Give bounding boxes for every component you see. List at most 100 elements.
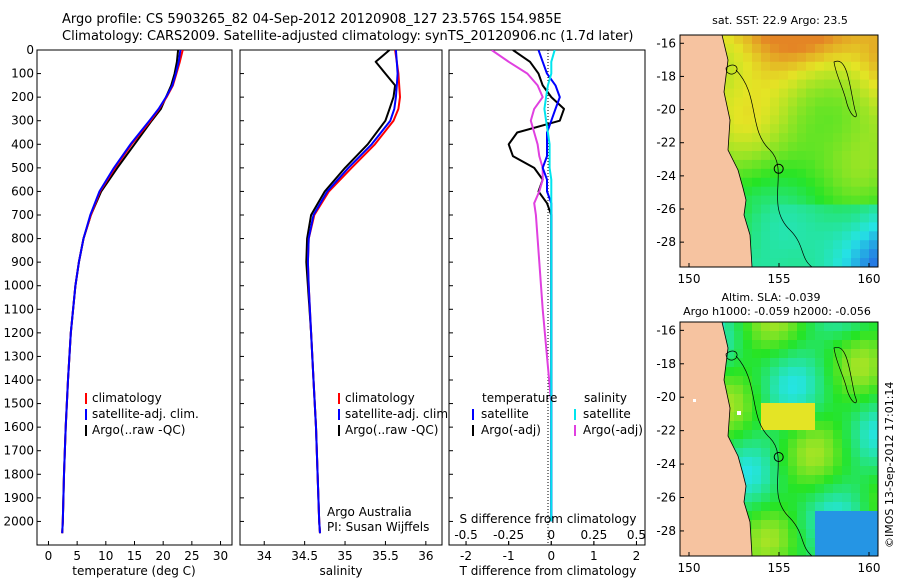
map-cell bbox=[833, 240, 843, 250]
map-cell bbox=[833, 177, 843, 188]
map-cell bbox=[869, 466, 878, 476]
sla-lat-axis: -16 -18 -20 -22 -24 -26 -28 bbox=[656, 323, 684, 538]
map-cell bbox=[815, 124, 825, 134]
map-cell bbox=[743, 159, 753, 170]
map-cell bbox=[806, 331, 816, 341]
map-cell bbox=[761, 70, 771, 81]
map-cell bbox=[779, 142, 789, 152]
map-cell bbox=[788, 168, 798, 179]
map-cell bbox=[860, 142, 870, 152]
map-cell bbox=[761, 412, 771, 422]
map-cell bbox=[779, 412, 789, 422]
map-cell bbox=[770, 412, 780, 422]
map-cell bbox=[770, 385, 780, 395]
map-cell bbox=[824, 151, 834, 161]
map-cell bbox=[833, 421, 843, 431]
lon-tick-label: 150 bbox=[678, 561, 701, 575]
map-cell bbox=[788, 520, 798, 530]
map-cell bbox=[761, 466, 771, 476]
map-cell bbox=[842, 511, 852, 521]
map-cell bbox=[860, 502, 870, 512]
map-cell bbox=[824, 340, 834, 350]
map-cell bbox=[815, 529, 825, 539]
map-cell bbox=[761, 448, 771, 458]
map-cell bbox=[851, 376, 861, 386]
map-cell bbox=[779, 159, 789, 170]
map-cell bbox=[779, 88, 789, 99]
map-cell bbox=[860, 394, 870, 404]
map-cell bbox=[779, 385, 789, 395]
map-cell bbox=[851, 412, 861, 422]
map-cell bbox=[833, 35, 843, 45]
map-cell bbox=[725, 35, 735, 45]
map-cell bbox=[815, 70, 825, 81]
map-cell bbox=[788, 258, 798, 267]
map-cell bbox=[788, 412, 798, 422]
map-cell bbox=[815, 403, 825, 413]
map-cell bbox=[734, 124, 744, 134]
map-cell bbox=[806, 439, 816, 449]
map-cell bbox=[743, 448, 753, 458]
map-cell bbox=[806, 394, 816, 404]
map-cell bbox=[797, 457, 807, 467]
map-cell bbox=[797, 133, 807, 143]
map-cell bbox=[869, 258, 878, 267]
map-cell bbox=[743, 213, 753, 223]
map-cell bbox=[824, 70, 834, 81]
map-cell bbox=[779, 349, 789, 359]
map-cell bbox=[833, 195, 843, 206]
map-cell bbox=[806, 115, 816, 125]
map-cell bbox=[833, 231, 843, 241]
map-cell bbox=[815, 538, 825, 548]
map-cell bbox=[815, 493, 825, 503]
map-cell bbox=[851, 142, 861, 152]
map-cell bbox=[734, 142, 744, 152]
map-cell bbox=[842, 168, 852, 179]
map-cell bbox=[797, 340, 807, 350]
map-cell bbox=[788, 43, 798, 54]
map-cell bbox=[869, 439, 878, 449]
map-cell bbox=[833, 61, 843, 72]
map-cell bbox=[842, 439, 852, 449]
map-cell bbox=[833, 151, 843, 161]
map-cell bbox=[833, 511, 843, 521]
map-cell bbox=[860, 70, 870, 81]
map-cell bbox=[743, 403, 753, 413]
map-cell bbox=[761, 195, 771, 206]
series-salinity-satellite bbox=[543, 50, 556, 522]
map-cell bbox=[770, 484, 780, 494]
map-cell bbox=[842, 457, 852, 467]
map-cell bbox=[752, 186, 762, 197]
map-cell bbox=[860, 106, 870, 116]
map-cell bbox=[761, 502, 771, 512]
map-cell bbox=[752, 511, 762, 521]
map-cell bbox=[833, 385, 843, 395]
map-cell bbox=[761, 115, 771, 125]
map-cell bbox=[860, 421, 870, 431]
map-cell bbox=[860, 52, 870, 63]
map-cell bbox=[779, 538, 789, 548]
map-cell bbox=[779, 61, 789, 72]
map-cell bbox=[797, 70, 807, 81]
map-cell bbox=[869, 222, 878, 232]
map-cell bbox=[734, 133, 744, 143]
map-cell bbox=[815, 331, 825, 341]
map-cell bbox=[842, 249, 852, 259]
map-cell bbox=[833, 457, 843, 467]
map-cell bbox=[725, 88, 735, 99]
difference-s-tick-label: -0.5 bbox=[454, 528, 477, 542]
map-cell bbox=[788, 159, 798, 170]
map-cell bbox=[860, 322, 870, 332]
map-cell bbox=[797, 529, 807, 539]
map-cell bbox=[842, 88, 852, 99]
map-cell bbox=[860, 457, 870, 467]
map-cell bbox=[770, 151, 780, 161]
map-cell bbox=[761, 258, 771, 267]
map-cell bbox=[869, 70, 878, 81]
map-cell bbox=[842, 177, 852, 188]
map-cell bbox=[860, 231, 870, 241]
map-cell bbox=[770, 115, 780, 125]
map-cell bbox=[761, 511, 771, 521]
map-cell bbox=[779, 367, 789, 377]
lat-tick-label: -18 bbox=[656, 357, 676, 371]
